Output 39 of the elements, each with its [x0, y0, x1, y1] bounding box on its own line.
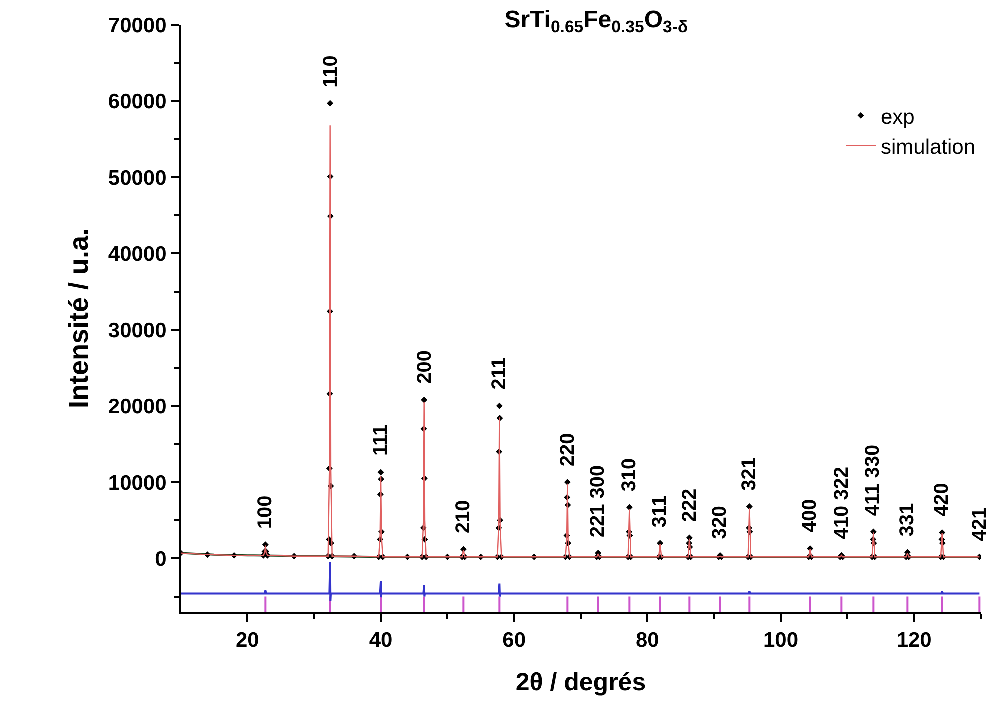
annotation: 421: [969, 508, 992, 542]
annotation: 410 322: [831, 466, 854, 540]
annotation: 331: [896, 503, 919, 537]
y-tick-label: 30000: [108, 319, 167, 342]
y-tick-label: 10000: [108, 472, 167, 495]
annotation: 220: [556, 433, 579, 467]
y-tick-label: 60000: [108, 90, 167, 114]
y-tick-label: 0: [155, 548, 167, 571]
x-tick-label: 20: [236, 629, 260, 652]
annotation: 311: [648, 495, 671, 528]
x-tick-label: 80: [636, 629, 660, 652]
x-tick-label: 100: [763, 629, 799, 652]
annotation: 221 300: [587, 465, 610, 538]
x-tick-label: 60: [502, 629, 526, 652]
annotation: 222: [679, 488, 702, 522]
x-axis-title: 2θ / degrés: [516, 668, 646, 697]
annotation: 211: [488, 358, 510, 390]
annotation: 310: [618, 458, 641, 492]
annotation: 111: [370, 424, 392, 456]
annotation: 200: [414, 350, 436, 384]
y-tick-label: 20000: [108, 396, 167, 419]
x-tick-label: 40: [369, 629, 393, 652]
annotation: 400: [799, 499, 822, 533]
legend-label: exp: [881, 106, 915, 129]
chart-title: SrTi$_{0.65}$Fe$_{0.35}$O$_{3-δ}$: [504, 6, 688, 37]
y-axis-title: Intensité / u.a.: [64, 228, 94, 409]
x-tick-label: 120: [896, 629, 932, 652]
annotation: 100: [254, 496, 276, 530]
annotation: 320: [709, 506, 732, 540]
y-tick-label: 40000: [108, 243, 167, 266]
annotation: 411 330: [862, 444, 884, 516]
annotation: 110: [320, 56, 342, 88]
y-tick-label: 50000: [108, 166, 167, 190]
annotation: 210: [452, 500, 475, 534]
annotation: 321: [738, 458, 760, 491]
y-tick-label: 70000: [108, 14, 167, 38]
legend-label: simulation: [881, 136, 976, 160]
line-series: [181, 561, 981, 602]
annotation: 420: [931, 483, 954, 517]
